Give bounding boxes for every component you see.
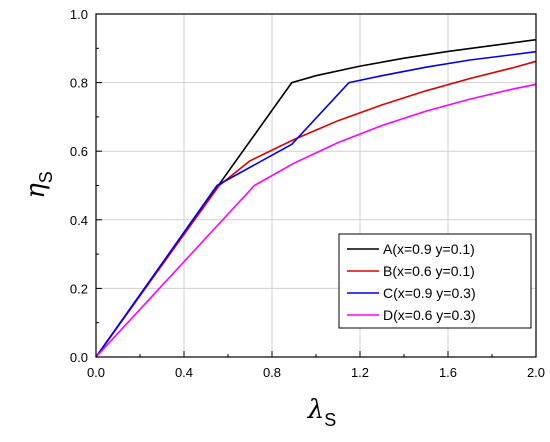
x-tick-label: 1.2 <box>351 365 369 380</box>
x-tick-label: 0.8 <box>263 365 281 380</box>
legend-label: B(x=0.6 y=0.1) <box>383 263 475 279</box>
x-tick-label: 0.4 <box>175 365 193 380</box>
series-line-b <box>95 60 537 358</box>
axis-ticks: 0.0 0.4 0.8 1.2 1.6 2.0 0.0 0.2 0.4 0.6 0.8 1.0 <box>70 7 545 380</box>
series-line-a <box>95 38 537 358</box>
legend-label: A(x=0.9 y=0.1) <box>383 241 475 257</box>
grid <box>96 14 536 357</box>
y-axis-subscript: S <box>36 171 56 183</box>
x-axis-symbol: λ <box>307 395 324 425</box>
x-axis-subscript: S <box>324 410 336 430</box>
legend-label: C(x=0.9 y=0.3) <box>383 285 476 301</box>
legend-label: D(x=0.6 y=0.3) <box>383 307 476 323</box>
y-axis-title: ηS <box>21 171 56 199</box>
series-lines <box>95 38 537 358</box>
y-tick-label: 0.4 <box>70 213 88 228</box>
series-line-c <box>95 50 537 358</box>
y-tick-label: 0.6 <box>70 144 88 159</box>
x-tick-label: 0.0 <box>87 365 105 380</box>
y-tick-label: 0.2 <box>70 281 88 296</box>
x-tick-label: 1.6 <box>439 365 457 380</box>
y-tick-label: 0.8 <box>70 76 88 91</box>
legend: A(x=0.9 y=0.1) B(x=0.6 y=0.1) C(x=0.9 y=0.… <box>338 233 532 329</box>
y-tick-label: 1.0 <box>70 7 88 22</box>
x-tick-label: 2.0 <box>527 365 545 380</box>
x-axis-title: λS <box>307 395 337 430</box>
y-axis-symbol: η <box>21 183 51 199</box>
y-tick-label: 0.0 <box>70 350 88 365</box>
series-line-d <box>95 83 537 358</box>
